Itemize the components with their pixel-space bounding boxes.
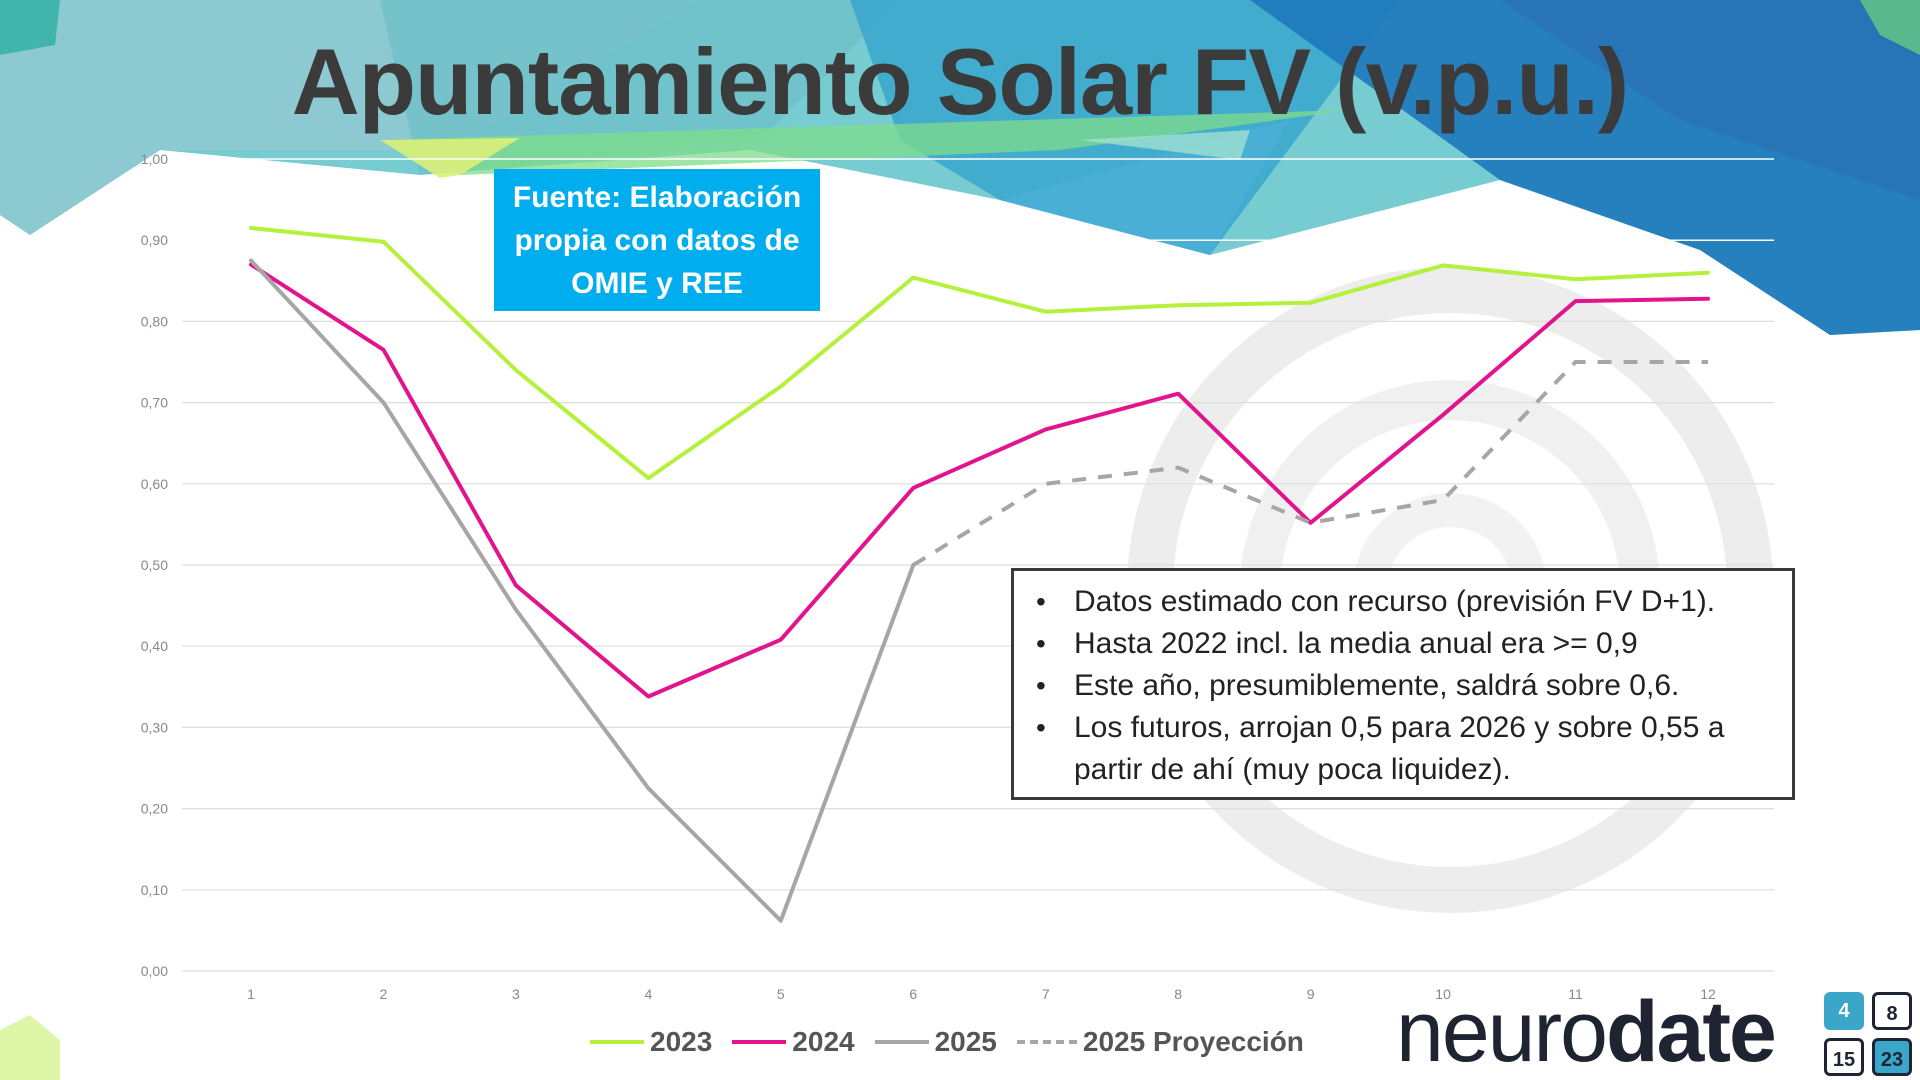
y-tick-label: 0,80 (141, 313, 168, 329)
neurodate-logo: neurodate 4 8 15 23 (1396, 984, 1920, 1080)
y-tick-label: 0,40 (141, 638, 168, 654)
legend-swatch-2025-proyeccion (1016, 1040, 1077, 1044)
y-tick-label: 0,00 (141, 963, 168, 979)
series-line-2025 (249, 258, 916, 923)
logo-text-bold: date (1605, 984, 1777, 1080)
y-tick-label: 0,90 (141, 232, 168, 248)
x-tick-label: 3 (512, 986, 520, 1002)
note-item: Este año, presumiblemente, saldrá sobre … (1036, 665, 1776, 707)
x-tick-label: 6 (909, 986, 917, 1002)
x-tick-label: 1 (247, 986, 255, 1002)
calendar-cell: 4 (1824, 992, 1864, 1030)
y-tick-label: 0,70 (141, 395, 168, 411)
x-tick-label: 2 (380, 986, 388, 1002)
notes-list: Datos estimado con recurso (previsión FV… (1014, 581, 1776, 791)
chart-legend: 2023 2024 2025 2025 Proyección (590, 1022, 1324, 1062)
note-item: Los futuros, arrojan 0,5 para 2026 y sob… (1036, 707, 1776, 791)
legend-item-2025: 2025 (874, 1026, 997, 1058)
legend-item-2023: 2023 (590, 1026, 712, 1058)
calendar-cell: 15 (1824, 1038, 1864, 1076)
y-tick-label: 0,30 (141, 719, 168, 735)
legend-label-2025: 2025 (934, 1026, 997, 1057)
source-note-text: Fuente: Elaboración propia con datos de … (512, 180, 802, 300)
y-tick-label: 0,60 (141, 476, 168, 492)
page-title: Apuntamiento Solar FV (v.p.u.) (291, 29, 1630, 134)
note-item: Hasta 2022 incl. la media anual era >= 0… (1036, 623, 1776, 665)
calendar-cell: 23 (1872, 1038, 1912, 1076)
legend-label-2024: 2024 (792, 1026, 855, 1057)
legend-swatch-2024 (732, 1040, 787, 1044)
x-tick-label: 11 (1568, 986, 1583, 1002)
y-tick-label: 1,00 (141, 151, 168, 167)
x-tick-label: 5 (777, 986, 785, 1002)
legend-swatch-2025 (874, 1040, 929, 1044)
x-tick-label: 12 (1700, 986, 1716, 1002)
legend-item-2025-proyeccion: 2025 Proyección (1016, 1026, 1304, 1058)
x-tick-label: 7 (1042, 986, 1050, 1002)
series-line-2023 (249, 226, 1710, 481)
x-tick-label: 4 (644, 986, 652, 1002)
source-note-box: Fuente: Elaboración propia con datos de … (494, 169, 820, 311)
series-line-2024 (249, 262, 1710, 699)
logo-text-light: neuro (1396, 984, 1608, 1080)
series-line-2025-proyeccin (912, 360, 1708, 567)
legend-item-2024: 2024 (732, 1026, 855, 1058)
notes-box: Datos estimado con recurso (previsión FV… (1011, 568, 1795, 800)
legend-swatch-2023 (590, 1040, 644, 1044)
calendar-cell: 8 (1872, 992, 1912, 1030)
x-tick-label: 8 (1174, 986, 1182, 1002)
calendar-icon: 4 8 15 23 (1824, 992, 1916, 1080)
legend-label-2023: 2023 (650, 1026, 713, 1057)
x-tick-label: 9 (1307, 986, 1315, 1002)
note-item: Datos estimado con recurso (previsión FV… (1036, 581, 1776, 623)
legend-label-2025-proyeccion: 2025 Proyección (1082, 1026, 1304, 1057)
logo-wordmark: neurodate (1396, 984, 1777, 1080)
y-tick-label: 0,20 (141, 801, 168, 817)
y-tick-label: 0,50 (141, 557, 168, 573)
y-tick-label: 0,10 (141, 882, 168, 898)
x-tick-label: 10 (1435, 986, 1451, 1002)
